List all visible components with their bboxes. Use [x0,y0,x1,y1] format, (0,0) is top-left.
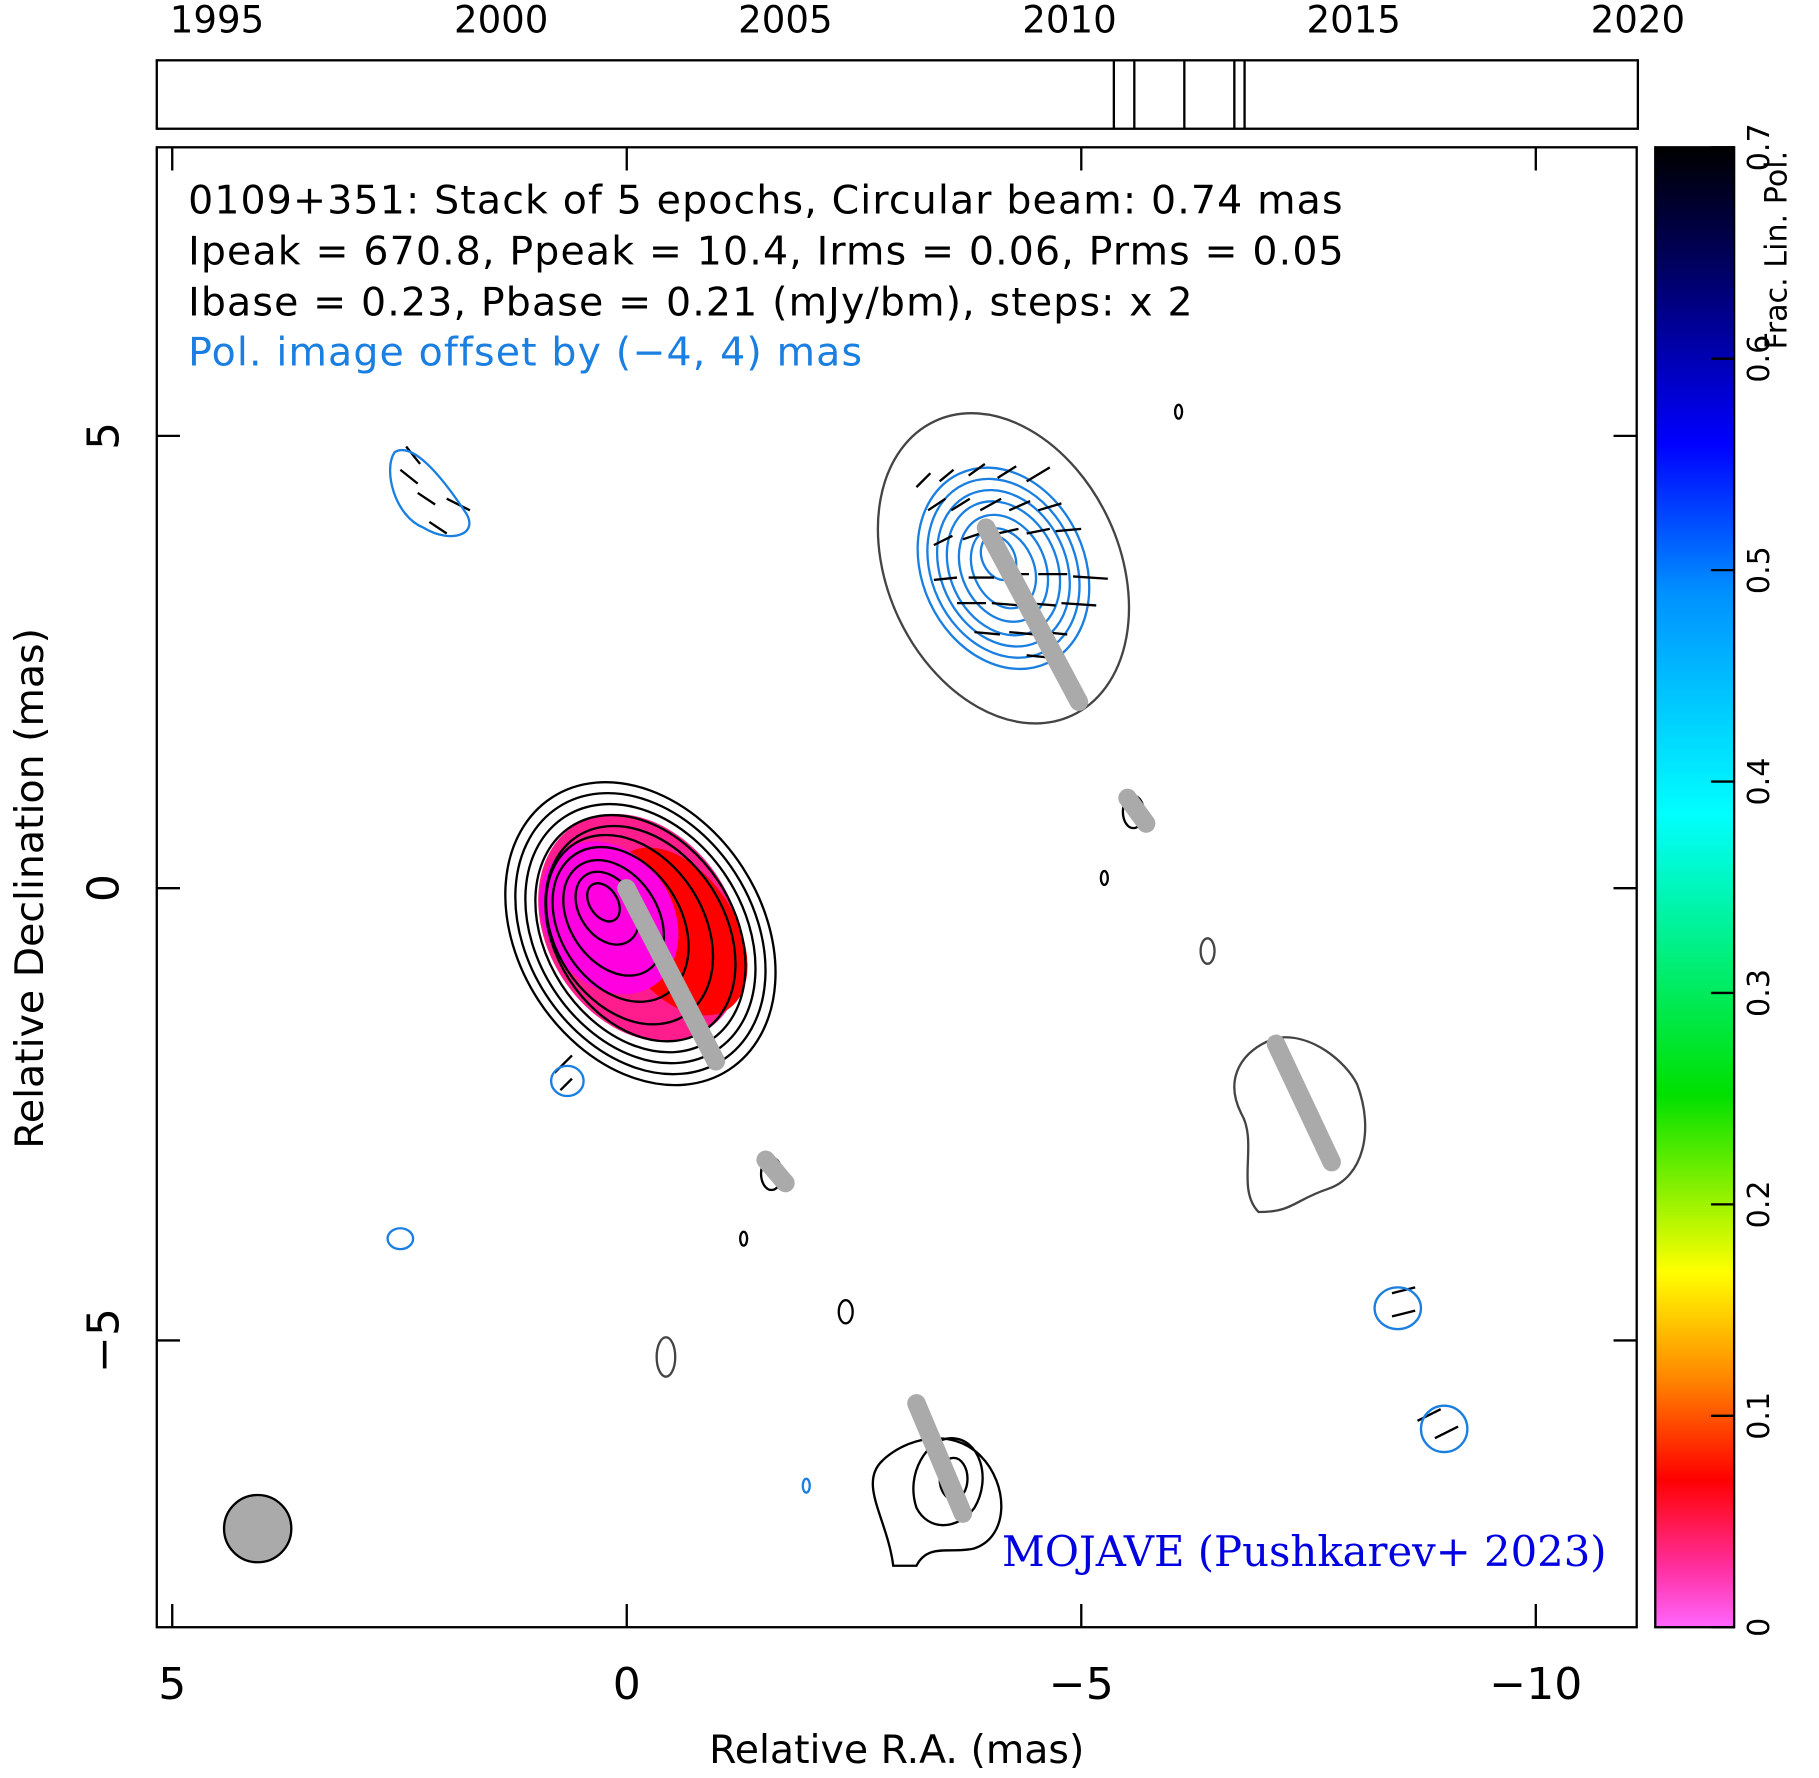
timeline-frame [155,59,1640,130]
timeline-tick-label: 2015 [1306,0,1400,41]
y-tick-label: −5 [79,1308,130,1373]
image [222,403,1469,1567]
y-tick-label: 5 [79,422,130,450]
title-line: Ipeak = 670.8, Ppeak = 10.4, Irms = 0.06… [188,228,1345,274]
x-tick-label: 5 [158,1659,186,1710]
pol-islands [386,449,1469,1494]
colorbar-tick-label: 0.5 [1742,546,1777,594]
x-axis-label: Relative R.A. (mas) [709,1727,1084,1773]
beam [222,1493,293,1564]
title-line: 0109+351: Stack of 5 epochs, Circular be… [188,177,1344,223]
weak-contours [739,403,1184,1567]
timeline-tick-label: 2020 [1591,0,1685,41]
y-tick-label: 0 [79,874,130,902]
colorbar-tick-label: 0.6 [1742,335,1777,383]
colorbar-tick-label: 0.7 [1742,123,1777,171]
title-line: Ibase = 0.23, Pbase = 0.21 (mJy/bm), ste… [188,279,1194,325]
colorbar [1654,146,1736,1629]
colorbar-tick-label: 0.2 [1742,1180,1777,1228]
timeline-tick-label: 1995 [170,0,264,41]
grey-contours [655,937,1367,1378]
x-tick-label: −5 [1049,1659,1114,1710]
timeline-tick-label: 2010 [1022,0,1116,41]
timeline-tick-label: 2005 [738,0,832,41]
colorbar-tick-label: 0.3 [1742,969,1777,1017]
colorbar-tick-label: 0.1 [1742,1392,1777,1440]
timeline-tick-label: 2000 [454,0,548,41]
credit: MOJAVE (Pushkarev+ 2023) [1002,1527,1607,1576]
offset-note: Pol. image offset by (−4, 4) mas [188,329,863,375]
colorbar-label: Frac. Lin. Pol. [1759,151,1794,350]
colorbar-tick-label: 0 [1742,1618,1777,1637]
x-tick-label: 0 [613,1659,641,1710]
y-axis-label: Relative Declination (mas) [7,628,53,1149]
ridge-lines [617,518,1341,1523]
x-tick-label: −10 [1489,1659,1582,1710]
colorbar-tick-label: 0.4 [1742,758,1777,806]
